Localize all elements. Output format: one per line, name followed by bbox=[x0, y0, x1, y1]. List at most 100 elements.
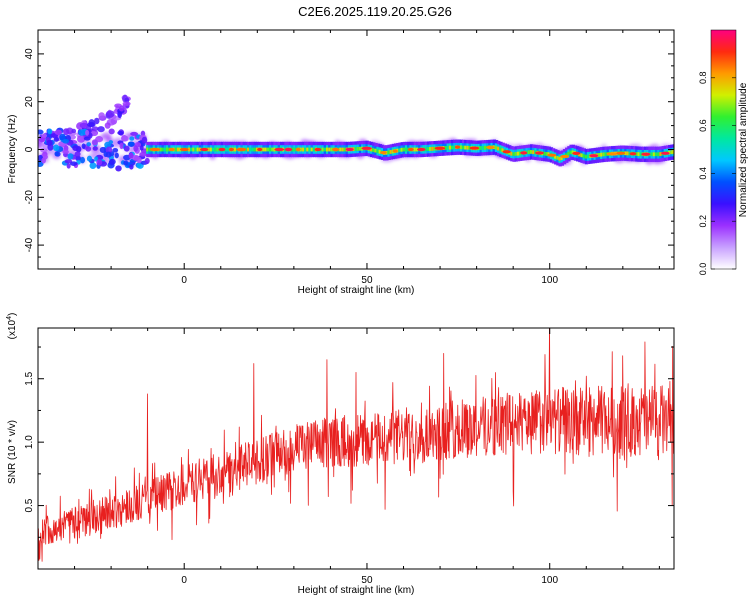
spectrogram-track-core bbox=[249, 147, 253, 152]
spectrogram-scatter-blob bbox=[115, 165, 122, 172]
spectrogram-scatter-blob bbox=[47, 128, 53, 135]
spectrogram-track-core bbox=[582, 154, 586, 158]
snr-y-label: SNR (10 * v/v) bbox=[7, 420, 18, 484]
spectrogram-track-core bbox=[604, 152, 608, 157]
spectrogram-track-core bbox=[448, 145, 453, 150]
spectrogram-track-core bbox=[461, 145, 466, 150]
spectrogram-panel: 0 50 100 40 20 0 -20 -40 Height of straight li… bbox=[7, 29, 675, 296]
spectrogram-track-core bbox=[424, 147, 429, 152]
spectrogram-rising-blob bbox=[97, 126, 105, 133]
spectrogram-hot-spot bbox=[502, 150, 511, 154]
spectrogram-rising-blob bbox=[86, 122, 96, 128]
spectrogram-scatter-blob bbox=[114, 152, 119, 159]
spectrogram-scatter-blob bbox=[79, 156, 86, 164]
spectrogram-y-tick-label: 0 bbox=[24, 146, 35, 152]
spectrogram-track-core bbox=[510, 151, 514, 156]
spectrogram-track-core bbox=[325, 147, 330, 152]
spectrogram-track-core bbox=[369, 147, 374, 152]
spectrogram-track-core bbox=[196, 147, 200, 152]
spectrogram-track-core bbox=[637, 152, 641, 157]
spectrogram-track-core bbox=[569, 150, 573, 155]
spectrogram-hot-spot bbox=[560, 154, 570, 159]
spectrogram-scatter-blob bbox=[128, 152, 134, 159]
spectrogram-track-core bbox=[174, 147, 179, 152]
colorbar-bar bbox=[710, 29, 737, 270]
spectrogram-hot-spot bbox=[179, 147, 189, 152]
colorbar: 0.0 0.2 0.4 0.6 0.8 Normalized spectral ampl… bbox=[698, 29, 749, 276]
spectrogram-track-core bbox=[584, 154, 589, 159]
spectrogram-track-core bbox=[602, 152, 606, 157]
spectrogram-track-core bbox=[659, 152, 663, 156]
spectrogram-track-core bbox=[253, 147, 258, 152]
spectrogram-x-label: Height of straight line (km) bbox=[298, 285, 415, 296]
spectrogram-rising-blob bbox=[98, 112, 105, 120]
spectrogram-track-core bbox=[494, 145, 499, 150]
spectrogram-track-core bbox=[567, 151, 571, 156]
spectrogram-track-core bbox=[516, 151, 521, 156]
spectrogram-track-core bbox=[497, 146, 501, 151]
spectrogram-track-core bbox=[558, 156, 562, 161]
spectrogram-track-core bbox=[146, 147, 150, 152]
spectrogram-hot-spot bbox=[380, 151, 387, 155]
spectrogram-track-core bbox=[299, 147, 304, 152]
spectrogram-track-core bbox=[446, 145, 451, 150]
spectrogram-y-tick-label: -40 bbox=[24, 237, 35, 252]
spectrogram-hot-spot bbox=[641, 152, 651, 156]
spectrogram-track-core bbox=[672, 149, 674, 154]
spectrogram-scatter-blob bbox=[41, 157, 46, 164]
spectrogram-hot-spot bbox=[407, 147, 414, 152]
spectrogram-track-core bbox=[266, 147, 271, 152]
spectrogram-scatter-blob bbox=[63, 145, 69, 152]
spectrogram-track-core bbox=[545, 151, 549, 156]
spectrogram-track-core bbox=[466, 145, 470, 150]
spectrogram-track-core bbox=[402, 147, 407, 152]
spectrogram-x-ticks: 0 50 100 bbox=[74, 30, 660, 286]
snr-y-tick-label: 0.5 bbox=[24, 498, 35, 512]
snr-y-multiplier-close: ) bbox=[7, 313, 18, 316]
colorbar-tick-label: 0.0 bbox=[698, 263, 708, 276]
spectrogram-track-core bbox=[165, 147, 170, 152]
spectrogram-track-core bbox=[560, 156, 565, 161]
spectrogram-scatter-blob bbox=[63, 128, 70, 136]
spectrogram-track-core bbox=[339, 147, 343, 152]
spectrogram-scatter-blob bbox=[62, 138, 70, 144]
spectrogram-track-core bbox=[354, 147, 358, 151]
spectrogram-hot-spot bbox=[295, 147, 301, 152]
snr-y-multiplier: (x104) bbox=[6, 313, 18, 340]
spectrogram-scatter-blob bbox=[99, 146, 107, 153]
spectrogram-track-core bbox=[396, 148, 400, 153]
spectrogram-track-core bbox=[499, 147, 503, 152]
spectrogram-track-core bbox=[525, 150, 529, 155]
spectrogram-scatter-blob bbox=[85, 146, 92, 152]
spectrogram-scatter-blob bbox=[141, 136, 148, 144]
snr-x-label: Height of straight line (km) bbox=[298, 585, 415, 596]
spectrogram-y-label: Frequency (Hz) bbox=[7, 115, 18, 184]
spectrogram-track-core bbox=[352, 147, 356, 152]
spectrogram-y-tick-label: -20 bbox=[24, 190, 35, 205]
spectrogram-track-core bbox=[459, 145, 464, 150]
snr-x-tick-label: 0 bbox=[181, 575, 187, 586]
colorbar-tick-label: 0.2 bbox=[698, 215, 708, 228]
spectrogram-scatter-blob bbox=[88, 132, 93, 139]
spectrogram-track-core bbox=[385, 150, 389, 155]
spectrogram-scatter-blob bbox=[130, 131, 139, 136]
spectrogram-scatter-blob bbox=[91, 139, 98, 146]
spectrogram-scatter-blob bbox=[78, 129, 86, 136]
spectrogram-track-core bbox=[512, 152, 516, 157]
spectrogram-track-core bbox=[652, 152, 657, 157]
spectrogram-track-core bbox=[372, 148, 376, 152]
spectrogram-scatter-blob bbox=[74, 151, 81, 157]
colorbar-tick-label: 0.4 bbox=[698, 167, 708, 180]
spectrogram-scatter-blob bbox=[92, 146, 98, 151]
spectrogram-track-core bbox=[453, 145, 457, 150]
spectrogram-rising-blob bbox=[122, 101, 131, 106]
spectrogram-track-core bbox=[192, 147, 196, 152]
spectrogram-hot-spot bbox=[416, 147, 426, 152]
spectrogram-scatter-blob bbox=[54, 151, 59, 157]
spectrogram-scatter-blob bbox=[59, 133, 66, 141]
spectrogram-scatter-blob bbox=[75, 155, 81, 162]
snr-y-multiplier-base: (x10 bbox=[7, 319, 18, 339]
spectrogram-hot-spot bbox=[200, 147, 209, 152]
spectrogram-hot-spot bbox=[314, 147, 322, 152]
spectrogram-track-core bbox=[532, 150, 536, 155]
